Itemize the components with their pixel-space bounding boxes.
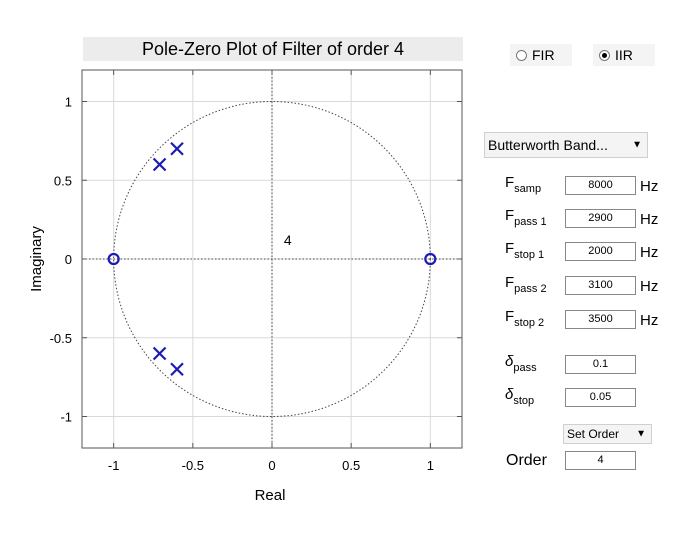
param-input[interactable]: 0.1 (565, 355, 636, 374)
multiplicity-annotation: 4 (284, 232, 292, 248)
unit-label: Hz (640, 178, 659, 195)
param-subscript: pass 1 (514, 216, 547, 228)
param-subscript: pass (513, 362, 537, 374)
param-input[interactable]: 2900 (565, 209, 636, 228)
param-symbol: δ (505, 386, 514, 403)
param-label: δstop (505, 386, 534, 407)
param-label: Fpass 1 (505, 207, 547, 228)
order-label: Order (506, 452, 547, 469)
order-mode-dropdown[interactable]: Set Order ▼ (563, 424, 652, 444)
pole-marker-stroke (170, 362, 184, 377)
dropdown-arrow-icon: ▼ (636, 428, 646, 440)
x-tick-label: 0.5 (342, 458, 360, 473)
param-symbol: F (505, 274, 515, 291)
zero-marker (107, 252, 120, 266)
pole-marker-stroke (152, 157, 167, 172)
param-input[interactable]: 0.05 (565, 388, 636, 407)
param-label: Fstop 1 (505, 240, 544, 261)
x-tick-label: -0.5 (182, 458, 204, 473)
pole-marker-stroke (170, 141, 184, 156)
pole-marker (170, 362, 184, 377)
unit-circle (113, 101, 431, 417)
pole-marker (152, 346, 167, 361)
x-tick-label: 1 (427, 458, 434, 473)
filter-type-value: Butterworth Band... (488, 137, 608, 153)
filter-type-dropdown[interactable]: Butterworth Band... ▼ (484, 132, 648, 158)
iir-radio[interactable]: IIR (593, 44, 655, 66)
param-subscript: samp (514, 183, 542, 195)
unit-label: Hz (640, 244, 659, 261)
param-symbol: F (505, 240, 515, 257)
param-subscript: stop (513, 395, 535, 407)
unit-label: Hz (640, 312, 659, 329)
radio-circle-icon (599, 50, 610, 61)
fir-radio-label: FIR (532, 47, 555, 63)
param-input[interactable]: 2000 (565, 242, 636, 261)
x-tick-label: -1 (108, 458, 120, 473)
y-tick-label: 0.5 (54, 173, 72, 188)
param-input[interactable]: 3100 (565, 276, 636, 295)
x-tick-label: 0 (268, 458, 275, 473)
param-symbol: F (505, 308, 515, 325)
plot-title: Pole-Zero Plot of Filter of order 4 (83, 37, 463, 61)
param-label: Fpass 2 (505, 274, 547, 295)
param-input[interactable]: 8000 (565, 176, 636, 195)
param-label: Fstop 2 (505, 308, 544, 329)
param-subscript: stop 2 (514, 317, 545, 329)
unit-label: Hz (640, 211, 659, 228)
y-tick-label: -0.5 (50, 331, 72, 346)
param-subscript: pass 2 (514, 283, 547, 295)
unit-label: Hz (640, 278, 659, 295)
zero-marker (424, 252, 437, 266)
radio-circle-icon (516, 50, 527, 61)
pole-marker (170, 141, 184, 156)
pole-marker-stroke (152, 346, 167, 361)
param-input[interactable]: 3500 (565, 310, 636, 329)
order-mode-value: Set Order (567, 427, 620, 441)
dropdown-arrow-icon: ▼ (632, 139, 642, 151)
y-tick-label: 0 (65, 252, 72, 267)
param-symbol: F (505, 207, 515, 224)
pole-zero-plot: -1 -0.5 0 0.5 1 1 0.5 0 -0.5 -1 4 Real Imaginary (28, 69, 463, 504)
param-label: δpass (505, 353, 537, 374)
y-axis-label: Imaginary (28, 226, 45, 292)
order-input[interactable]: 4 (565, 451, 636, 470)
fir-radio[interactable]: FIR (510, 44, 572, 66)
param-symbol: δ (505, 353, 514, 370)
pole-marker (152, 157, 167, 172)
iir-radio-label: IIR (615, 47, 633, 63)
y-tick-label: -1 (60, 410, 72, 425)
x-axis-label: Real (255, 487, 286, 504)
param-label: Fsamp (505, 174, 541, 195)
param-symbol: F (505, 174, 515, 191)
param-subscript: stop 1 (514, 249, 545, 261)
y-tick-label: 1 (65, 95, 72, 110)
